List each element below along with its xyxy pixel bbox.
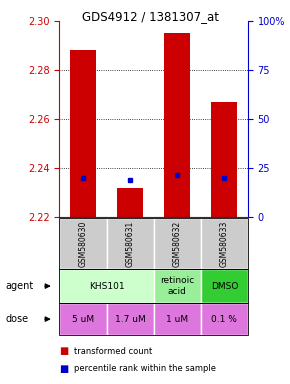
- Text: DMSO: DMSO: [211, 281, 238, 291]
- Bar: [164, 33, 190, 217]
- Text: ■: ■: [59, 346, 69, 356]
- Text: percentile rank within the sample: percentile rank within the sample: [74, 364, 216, 373]
- Text: KHS101: KHS101: [89, 281, 124, 291]
- Text: retinoic
acid: retinoic acid: [160, 276, 194, 296]
- Text: dose: dose: [6, 314, 29, 324]
- Text: 1.7 uM: 1.7 uM: [115, 314, 146, 324]
- Text: 1 uM: 1 uM: [166, 314, 188, 324]
- Bar: [117, 187, 143, 217]
- Text: agent: agent: [6, 281, 34, 291]
- Text: GSM580630: GSM580630: [79, 220, 88, 266]
- Text: ■: ■: [59, 364, 69, 374]
- Text: GSM580631: GSM580631: [126, 220, 135, 266]
- Text: GSM580633: GSM580633: [220, 220, 229, 266]
- Text: 5 uM: 5 uM: [72, 314, 94, 324]
- Text: transformed count: transformed count: [74, 347, 152, 356]
- Bar: [70, 51, 96, 217]
- Text: GDS4912 / 1381307_at: GDS4912 / 1381307_at: [82, 10, 219, 23]
- Text: 0.1 %: 0.1 %: [211, 314, 237, 324]
- Bar: [211, 102, 237, 217]
- Text: GSM580632: GSM580632: [173, 220, 182, 266]
